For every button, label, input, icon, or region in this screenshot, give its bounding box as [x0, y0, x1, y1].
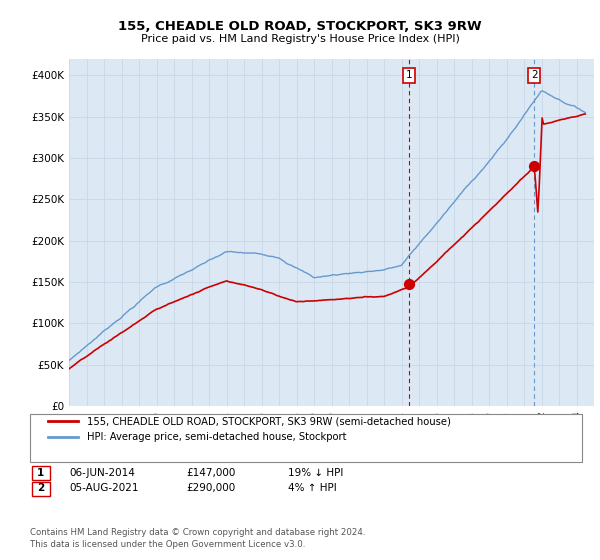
Text: 1: 1	[37, 468, 44, 478]
Text: £290,000: £290,000	[186, 483, 235, 493]
Point	[404, 280, 414, 289]
Text: £147,000: £147,000	[186, 468, 235, 478]
Text: 155, CHEADLE OLD ROAD, STOCKPORT, SK3 9RW (semi-detached house): 155, CHEADLE OLD ROAD, STOCKPORT, SK3 9R…	[87, 416, 451, 426]
Text: 19% ↓ HPI: 19% ↓ HPI	[288, 468, 343, 478]
Text: 2: 2	[37, 483, 44, 493]
Text: 05-AUG-2021: 05-AUG-2021	[69, 483, 139, 493]
Text: 06-JUN-2014: 06-JUN-2014	[69, 468, 135, 478]
Text: 4% ↑ HPI: 4% ↑ HPI	[288, 483, 337, 493]
Text: 155, CHEADLE OLD ROAD, STOCKPORT, SK3 9RW: 155, CHEADLE OLD ROAD, STOCKPORT, SK3 9R…	[118, 20, 482, 32]
Text: HPI: Average price, semi-detached house, Stockport: HPI: Average price, semi-detached house,…	[87, 432, 347, 442]
Text: 1: 1	[406, 71, 413, 80]
Point	[530, 162, 539, 171]
Text: 2: 2	[531, 71, 538, 80]
Text: Price paid vs. HM Land Registry's House Price Index (HPI): Price paid vs. HM Land Registry's House …	[140, 34, 460, 44]
Text: Contains HM Land Registry data © Crown copyright and database right 2024.
This d: Contains HM Land Registry data © Crown c…	[30, 528, 365, 549]
